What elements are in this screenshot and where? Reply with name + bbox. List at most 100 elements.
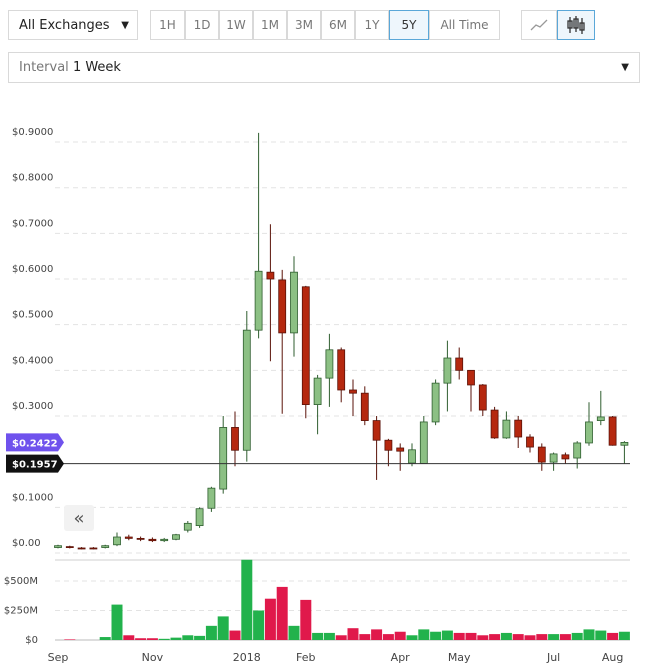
line-icon — [530, 19, 548, 31]
candle-body — [573, 442, 582, 459]
x-tick-label: Feb — [296, 651, 315, 664]
candle-body — [526, 436, 534, 448]
candle-body — [195, 508, 204, 527]
volume-bar — [253, 610, 265, 640]
candle-body — [183, 522, 192, 531]
candle-body — [101, 545, 110, 548]
candle-body — [349, 389, 357, 394]
volume-bar — [99, 637, 111, 640]
candle-body — [172, 534, 180, 540]
candle-body — [514, 419, 523, 438]
candle-body — [549, 453, 558, 463]
y-tick-label: $0.9000 — [12, 127, 53, 138]
candle-body — [124, 536, 133, 539]
interval-dropdown[interactable]: Interval 1 Week ▼ — [8, 52, 640, 83]
volume-bar — [583, 629, 595, 640]
volume-bar — [536, 634, 548, 640]
volume-bar — [607, 632, 619, 640]
volume-bar — [382, 634, 394, 640]
x-tick-label: Aug — [602, 651, 623, 664]
volume-tick-label: $500M — [4, 576, 38, 587]
candle-body — [278, 279, 287, 334]
candle-body — [301, 286, 310, 405]
range-button[interactable]: 1Y — [355, 10, 389, 40]
interval-value: 1 Week — [72, 60, 121, 75]
volume-bar — [489, 634, 501, 640]
candle-body — [89, 547, 98, 550]
candle-body — [242, 329, 251, 451]
exchange-dropdown[interactable]: All Exchanges ▼ — [8, 10, 138, 40]
x-tick-label: 2018 — [233, 651, 261, 664]
y-tick-label: $0.3000 — [12, 401, 53, 412]
line-chart-button[interactable] — [521, 10, 557, 40]
candle-body — [596, 416, 605, 421]
collapse-button[interactable]: « — [64, 505, 94, 531]
candle-body — [408, 449, 416, 464]
y-tick-label: $0.1000 — [12, 492, 53, 503]
collapse-icon: « — [73, 508, 84, 529]
volume-bar — [158, 638, 170, 640]
candle-body — [490, 409, 499, 439]
volume-bar — [548, 634, 560, 640]
volume-bar — [312, 632, 324, 640]
collapse-bg — [64, 505, 94, 531]
volume-bar — [182, 635, 194, 640]
price-tag — [6, 454, 64, 473]
candle-body — [467, 369, 475, 386]
volume-bar — [276, 586, 288, 640]
candle-body — [443, 357, 452, 384]
candle-body — [360, 392, 369, 421]
candle-body — [254, 270, 263, 331]
volume-bar — [217, 616, 229, 640]
volume-bar — [111, 604, 123, 640]
volume-bar — [477, 635, 489, 640]
volume-bar — [300, 599, 312, 640]
candlestick-button[interactable] — [557, 10, 595, 40]
volume-bar — [571, 632, 583, 640]
candle-body — [561, 454, 570, 460]
candle-body — [54, 545, 62, 548]
volume-bar — [264, 598, 276, 640]
x-tick-label: May — [448, 651, 471, 664]
volume-bar — [441, 630, 453, 640]
range-button[interactable]: 1W — [219, 10, 253, 40]
candle-body — [290, 271, 298, 334]
volume-bar — [618, 631, 630, 640]
volume-bar — [241, 559, 253, 640]
volume-bar — [559, 634, 571, 640]
range-button[interactable]: 3M — [287, 10, 321, 40]
interval-label: Interval — [19, 60, 69, 75]
candle-body — [620, 442, 629, 446]
candle-body — [219, 427, 228, 490]
volume-bar — [500, 632, 512, 640]
candle-body — [160, 538, 169, 542]
range-button[interactable]: All Time — [429, 10, 500, 40]
candle-body — [231, 427, 239, 451]
candle-icon — [567, 16, 585, 34]
range-button[interactable]: 1M — [253, 10, 287, 40]
candle-body — [113, 536, 121, 546]
candle-body — [537, 446, 546, 463]
range-button[interactable]: 5Y — [389, 10, 429, 40]
range-button[interactable]: 1D — [185, 10, 219, 40]
candle-body — [478, 384, 487, 411]
candle-body — [266, 271, 275, 280]
range-button[interactable]: 1H — [150, 10, 185, 40]
volume-bar — [194, 635, 206, 640]
y-tick-label: $0.8000 — [12, 173, 53, 184]
y-tick-label: $0.00 — [12, 538, 41, 549]
dropdown-arrow: ▼ — [121, 19, 129, 31]
y-tick-label: $0.7000 — [12, 218, 53, 229]
volume-bar — [430, 631, 442, 640]
candle-body — [419, 421, 428, 464]
price-tag — [6, 433, 64, 452]
candle-body — [148, 538, 157, 542]
y-tick-label: $0.4000 — [12, 355, 53, 366]
volume-bar — [371, 629, 383, 640]
volume-tick-label: $250M — [4, 606, 38, 617]
candle-body — [65, 546, 74, 549]
candle-body — [136, 537, 145, 540]
volume-bar — [406, 635, 418, 640]
range-button[interactable]: 6M — [321, 10, 355, 40]
